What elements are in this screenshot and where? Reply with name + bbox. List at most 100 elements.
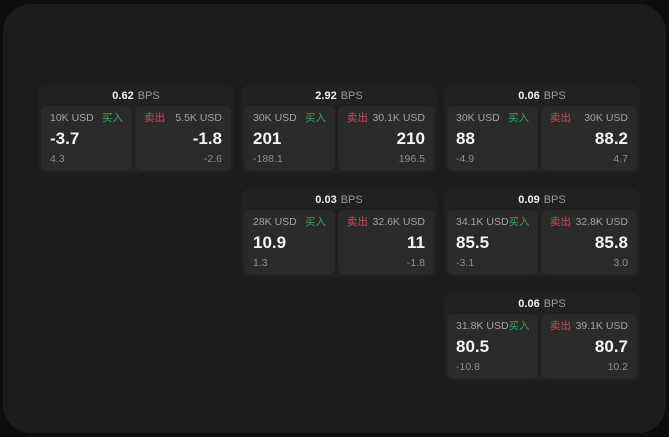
- card-header: 0.06 BPS: [444, 293, 640, 314]
- buy-top-row: 30K USD 买入: [253, 112, 326, 124]
- bps-unit-label: BPS: [137, 89, 160, 102]
- sell-top-row: 卖出 5.5K USD: [144, 112, 222, 124]
- sell-tile[interactable]: 卖出 5.5K USD -1.8 -2.6: [135, 106, 231, 170]
- card-header: 0.62 BPS: [38, 85, 234, 106]
- buy-sub-value: -3.1: [456, 257, 475, 269]
- bps-unit-label: BPS: [340, 193, 363, 206]
- buy-sub-value: 4.3: [50, 153, 65, 165]
- sell-tile[interactable]: 卖出 30.1K USD 210 196.5: [338, 106, 434, 170]
- sell-side-label: 卖出: [144, 112, 165, 124]
- sell-sub-value: 10.2: [607, 361, 628, 373]
- buy-sub-value: 1.3: [253, 257, 268, 269]
- card-header: 2.92 BPS: [241, 85, 437, 106]
- sell-top-row: 卖出 32.8K USD: [550, 216, 628, 228]
- buy-size: 34.1K USD: [456, 216, 509, 228]
- sell-main-value: 210: [396, 128, 425, 148]
- sell-sub-value: -2.6: [203, 153, 222, 165]
- card-body: 34.1K USD 买入 85.5 -3.1 卖出 32.8K USD 85.8…: [444, 210, 640, 277]
- sell-size: 32.8K USD: [575, 216, 628, 228]
- buy-size: 10K USD: [50, 112, 94, 124]
- sell-side-label: 卖出: [347, 112, 368, 124]
- bps-card: 0.06 BPS 30K USD 买入 88 -4.9 卖出 30K USD 8…: [444, 85, 640, 173]
- sell-main-value: -1.8: [192, 128, 222, 148]
- buy-side-label: 买入: [508, 216, 530, 228]
- bps-card: 0.03 BPS 28K USD 买入 10.9 1.3 卖出 32.6K US…: [241, 189, 437, 277]
- buy-sub-value: -188.1: [253, 153, 283, 165]
- sell-side-label: 卖出: [550, 216, 571, 228]
- card-body: 28K USD 买入 10.9 1.3 卖出 32.6K USD 11 -1.8: [241, 210, 437, 277]
- buy-size: 28K USD: [253, 216, 297, 228]
- buy-main-value: 10.9: [253, 232, 287, 252]
- buy-size: 30K USD: [253, 112, 297, 124]
- sell-top-row: 卖出 39.1K USD: [550, 320, 628, 332]
- buy-side-label: 买入: [508, 112, 529, 124]
- buy-tile[interactable]: 34.1K USD 买入 85.5 -3.1: [447, 210, 538, 274]
- buy-top-row: 34.1K USD 买入: [456, 216, 530, 228]
- buy-top-row: 28K USD 买入: [253, 216, 326, 228]
- buy-top-row: 30K USD 买入: [456, 112, 529, 124]
- sell-side-label: 卖出: [550, 320, 571, 332]
- buy-main-value: -3.7: [50, 128, 80, 148]
- buy-tile[interactable]: 30K USD 买入 88 -4.9: [447, 106, 538, 170]
- bps-card: 0.09 BPS 34.1K USD 买入 85.5 -3.1 卖出 32.8K…: [444, 189, 640, 277]
- bps-value: 0.09: [518, 193, 540, 206]
- buy-tile[interactable]: 31.8K USD 买入 80.5 -10.8: [447, 314, 538, 378]
- sell-tile[interactable]: 卖出 30K USD 88.2 4.7: [541, 106, 637, 170]
- bps-unit-label: BPS: [543, 89, 566, 102]
- buy-tile[interactable]: 10K USD 买入 -3.7 4.3: [41, 106, 132, 170]
- sell-size: 30.1K USD: [372, 112, 425, 124]
- buy-top-row: 10K USD 买入: [50, 112, 123, 124]
- bps-value: 0.03: [315, 193, 337, 206]
- buy-main-value: 88: [456, 128, 475, 148]
- sell-top-row: 卖出 30.1K USD: [347, 112, 425, 124]
- buy-side-label: 买入: [508, 320, 530, 332]
- sell-top-row: 卖出 30K USD: [550, 112, 628, 124]
- buy-tile[interactable]: 30K USD 买入 201 -188.1: [244, 106, 335, 170]
- card-header: 0.06 BPS: [444, 85, 640, 106]
- sell-size: 39.1K USD: [575, 320, 628, 332]
- bps-card: 0.06 BPS 31.8K USD 买入 80.5 -10.8 卖出 39.1…: [444, 293, 640, 381]
- sell-side-label: 卖出: [347, 216, 368, 228]
- card-body: 10K USD 买入 -3.7 4.3 卖出 5.5K USD -1.8 -2.…: [38, 106, 234, 173]
- card-body: 31.8K USD 买入 80.5 -10.8 卖出 39.1K USD 80.…: [444, 314, 640, 381]
- card-body: 30K USD 买入 201 -188.1 卖出 30.1K USD 210 1…: [241, 106, 437, 173]
- card-header: 0.09 BPS: [444, 189, 640, 210]
- buy-main-value: 80.5: [456, 336, 490, 356]
- sell-main-value: 85.8: [594, 232, 628, 252]
- buy-main-value: 85.5: [456, 232, 490, 252]
- sell-sub-value: 4.7: [613, 153, 628, 165]
- sell-tile[interactable]: 卖出 39.1K USD 80.7 10.2: [541, 314, 637, 378]
- buy-sub-value: -10.8: [456, 361, 480, 373]
- sell-main-value: 11: [407, 232, 425, 252]
- buy-main-value: 201: [253, 128, 282, 148]
- buy-side-label: 买入: [102, 112, 123, 124]
- buy-side-label: 买入: [305, 216, 326, 228]
- sell-tile[interactable]: 卖出 32.8K USD 85.8 3.0: [541, 210, 637, 274]
- buy-size: 30K USD: [456, 112, 500, 124]
- bps-value: 2.92: [315, 89, 337, 102]
- buy-tile[interactable]: 28K USD 买入 10.9 1.3: [244, 210, 335, 274]
- buy-top-row: 31.8K USD 买入: [456, 320, 530, 332]
- sell-size: 5.5K USD: [175, 112, 222, 124]
- bps-card: 2.92 BPS 30K USD 买入 201 -188.1 卖出 30.1K …: [241, 85, 437, 173]
- sell-size: 32.6K USD: [372, 216, 425, 228]
- bps-unit-label: BPS: [543, 193, 566, 206]
- bps-card: 0.62 BPS 10K USD 买入 -3.7 4.3 卖出 5.5K USD…: [38, 85, 234, 173]
- sell-tile[interactable]: 卖出 32.6K USD 11 -1.8: [338, 210, 434, 274]
- sell-sub-value: -1.8: [406, 257, 425, 269]
- sell-side-label: 卖出: [550, 112, 571, 124]
- card-header: 0.03 BPS: [241, 189, 437, 210]
- sell-top-row: 卖出 32.6K USD: [347, 216, 425, 228]
- bps-unit-label: BPS: [340, 89, 363, 102]
- bps-value: 0.06: [518, 89, 540, 102]
- sell-main-value: 80.7: [594, 336, 628, 356]
- bps-unit-label: BPS: [543, 297, 566, 310]
- buy-sub-value: -4.9: [456, 153, 475, 165]
- card-body: 30K USD 买入 88 -4.9 卖出 30K USD 88.2 4.7: [444, 106, 640, 173]
- buy-size: 31.8K USD: [456, 320, 509, 332]
- bps-value: 0.06: [518, 297, 540, 310]
- sell-main-value: 88.2: [594, 128, 628, 148]
- sell-sub-value: 196.5: [398, 153, 425, 165]
- sell-size: 30K USD: [584, 112, 628, 124]
